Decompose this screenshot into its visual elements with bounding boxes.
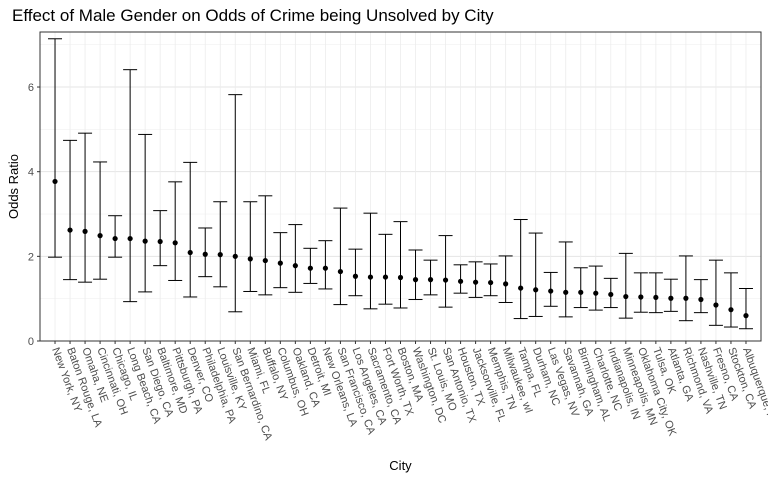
data-point <box>382 274 389 280</box>
y-tick-label: 0 <box>28 336 34 348</box>
data-point <box>232 253 238 259</box>
data-point <box>292 263 298 269</box>
data-point <box>427 277 434 283</box>
y-axis-ticks: 0 2 4 6 <box>28 82 40 348</box>
data-point <box>67 227 73 233</box>
data-point <box>112 235 118 242</box>
data-point <box>473 279 479 285</box>
data-point <box>698 296 704 303</box>
data-point <box>518 285 524 291</box>
data-point <box>488 279 494 286</box>
data-point <box>217 252 223 258</box>
y-axis-title: Odds Ratio <box>6 154 21 219</box>
data-point <box>593 290 599 296</box>
data-point <box>397 274 404 281</box>
data-point <box>82 228 88 234</box>
data-point <box>623 293 629 300</box>
y-tick-label: 4 <box>28 167 34 179</box>
data-point <box>157 238 163 245</box>
data-point <box>548 288 554 294</box>
chart-title: Effect of Male Gender on Odds of Crime b… <box>12 6 494 25</box>
data-point <box>668 295 674 301</box>
data-point <box>262 257 268 264</box>
y-tick-label: 2 <box>28 251 34 263</box>
data-point <box>503 281 509 287</box>
data-point <box>142 238 148 244</box>
data-points <box>52 178 749 319</box>
data-point <box>352 273 359 279</box>
x-axis-title: City <box>389 458 412 473</box>
data-point <box>337 268 344 275</box>
data-point <box>187 249 193 256</box>
data-point <box>172 240 178 246</box>
data-point <box>728 307 734 313</box>
data-point <box>608 291 614 298</box>
data-point <box>202 251 208 257</box>
data-point <box>457 278 464 284</box>
data-point <box>97 233 103 239</box>
data-point <box>52 178 58 185</box>
error-bars <box>48 38 753 330</box>
data-point <box>638 294 644 300</box>
data-point <box>367 274 374 280</box>
data-point <box>277 260 283 266</box>
y-tick-label: 6 <box>28 82 34 94</box>
data-point <box>307 265 313 271</box>
data-point <box>127 235 133 242</box>
data-point <box>533 287 539 293</box>
data-point <box>563 289 569 295</box>
data-point <box>442 277 449 283</box>
data-point <box>322 265 328 271</box>
data-point <box>743 313 749 319</box>
data-point <box>247 256 253 262</box>
data-point <box>683 295 689 301</box>
data-point <box>412 277 419 283</box>
data-point <box>653 294 659 301</box>
data-point <box>578 289 584 295</box>
data-point <box>713 302 719 308</box>
